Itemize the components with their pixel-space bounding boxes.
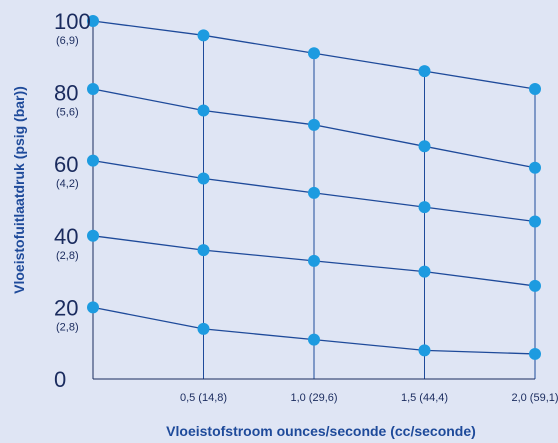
labels-layer: 020(2,8)40(2,8)60(4,2)80(5,6)100(6,9)0,5… bbox=[54, 9, 558, 404]
data-point-s3-4 bbox=[418, 201, 431, 214]
x-tick-label-3: 1,5 (44,4) bbox=[401, 392, 448, 404]
x-tick-label-4: 2,0 (59,1) bbox=[511, 392, 558, 404]
data-point-s2-1 bbox=[87, 83, 99, 96]
x-axis-title: Vloeistofstroom ounces/seconde (cc/secon… bbox=[166, 423, 476, 439]
data-point-s2-2 bbox=[197, 104, 210, 117]
y-tick-sublabel-2: (2,8) bbox=[56, 250, 79, 262]
data-point-s3-1 bbox=[87, 154, 99, 167]
x-tick-label-1: 0,5 (14,8) bbox=[180, 392, 227, 404]
data-point-s1-4 bbox=[418, 65, 431, 78]
data-point-s1-2 bbox=[197, 29, 210, 42]
data-point-s2-5 bbox=[529, 161, 541, 174]
y-tick-label-0: 0 bbox=[54, 367, 66, 392]
data-point-s1-3 bbox=[308, 47, 320, 60]
y-tick-sublabel-5: (6,9) bbox=[56, 35, 79, 47]
data-point-s4-1 bbox=[87, 229, 99, 242]
data-point-s2-3 bbox=[308, 118, 320, 131]
data-point-s3-2 bbox=[197, 172, 210, 185]
y-tick-label-1: 20 bbox=[54, 295, 78, 320]
axes-layer bbox=[92, 21, 535, 380]
data-point-s5-3 bbox=[308, 333, 320, 346]
y-tick-label-4: 80 bbox=[54, 81, 78, 106]
data-point-s5-4 bbox=[418, 344, 431, 357]
data-point-s4-4 bbox=[418, 265, 431, 278]
y-tick-label-5: 100 bbox=[54, 9, 91, 34]
data-point-s3-5 bbox=[529, 215, 541, 228]
data-point-s5-1 bbox=[87, 301, 99, 314]
y-tick-sublabel-1: (2,8) bbox=[56, 321, 79, 333]
y-tick-sublabel-4: (5,6) bbox=[56, 107, 79, 119]
y-tick-label-3: 60 bbox=[54, 152, 78, 177]
y-tick-sublabel-3: (4,2) bbox=[56, 178, 79, 190]
data-point-s4-5 bbox=[529, 279, 541, 292]
data-point-s1-1 bbox=[87, 15, 99, 27]
data-point-s3-3 bbox=[308, 186, 320, 199]
y-axis-title: Vloeistofuitlaatdruk (psig (bar)) bbox=[11, 86, 27, 294]
data-point-s5-2 bbox=[197, 322, 210, 335]
y-tick-label-2: 40 bbox=[54, 224, 78, 249]
data-point-s4-2 bbox=[197, 244, 210, 257]
data-point-s2-4 bbox=[418, 140, 431, 153]
points-layer bbox=[87, 15, 541, 360]
x-tick-label-2: 1,0 (29,6) bbox=[290, 392, 337, 404]
data-point-s4-3 bbox=[308, 254, 320, 267]
data-point-s5-5 bbox=[529, 347, 541, 360]
data-point-s1-5 bbox=[529, 83, 541, 96]
grid-layer bbox=[203, 35, 536, 379]
